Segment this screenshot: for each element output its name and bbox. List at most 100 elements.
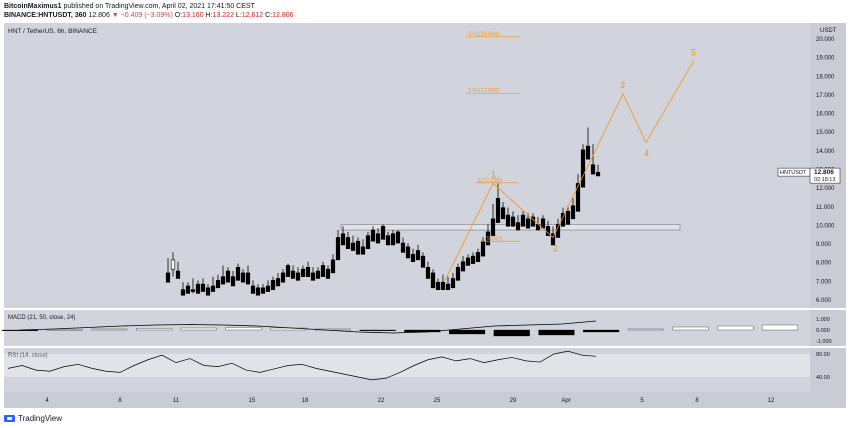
candle-body (290, 270, 296, 279)
author[interactable]: BitcoinMaximus1 (4, 3, 62, 10)
candle-body (205, 287, 211, 296)
candle-body (475, 252, 481, 263)
fib-level-label: 1(12.235) (478, 177, 502, 183)
candle-body (275, 278, 281, 287)
candle-body (370, 229, 376, 242)
candle-body (235, 267, 241, 281)
resistance-zone (340, 224, 681, 231)
candle-body (405, 246, 411, 259)
candle-body (225, 270, 231, 283)
candle-body (505, 214, 511, 227)
price-tick-label: 16.000 (816, 112, 835, 118)
rsi-pane (4, 348, 810, 392)
wave-label-5: 5 (691, 47, 696, 57)
candle-body (215, 280, 221, 289)
chart-header: BitcoinMaximus1 published on TradingView… (4, 2, 294, 20)
symbol-tag-text: HNTUSDT (780, 170, 807, 176)
price-tick-label: 18.000 (816, 74, 835, 80)
macd-histogram-bar (136, 328, 173, 331)
candle-body (455, 267, 461, 281)
candle-body (165, 272, 171, 283)
candle-body (190, 289, 196, 292)
published-info: published on TradingView.com, April 02, … (61, 3, 255, 10)
price-tick-label: 6.000 (816, 298, 832, 304)
macd-histogram-bar (1, 329, 39, 331)
time-tick-label: 18 (302, 398, 309, 404)
price-tick-label: 20.000 (816, 37, 835, 43)
time-tick-label: 29 (510, 398, 517, 404)
candle-body (355, 240, 361, 255)
time-tick-label: Apr (561, 398, 570, 404)
candle-body (575, 183, 581, 212)
macd-tick-label: 1.000 (816, 317, 830, 323)
macd-histogram-bar (493, 329, 530, 337)
macd-label: MACD (21, 50, close, 24) (8, 315, 75, 321)
macd-histogram-bar (449, 329, 486, 335)
candle-body (430, 272, 436, 289)
candle-body (375, 233, 381, 244)
wave-label-1: 1 (491, 169, 496, 179)
candle-body (210, 285, 216, 292)
ohlc-c: 12.806 (272, 12, 294, 19)
candle-body (255, 287, 261, 296)
macd-histogram-bar (583, 329, 620, 333)
rsi-label: RSI (14, close) (8, 353, 48, 359)
macd-histogram-bar (538, 329, 575, 336)
candle-body (345, 237, 351, 249)
time-tick-label: 11 (173, 398, 180, 404)
candle-body (270, 280, 276, 290)
candle-body (325, 268, 331, 279)
macd-histogram-bar (761, 324, 799, 331)
ohlc-o: 13.160 (182, 12, 204, 19)
candle-body (420, 255, 426, 268)
candle-body (295, 272, 301, 281)
time-tick-label: 5 (640, 398, 644, 404)
candle-body (570, 205, 576, 220)
current-price-box (809, 167, 841, 184)
macd-histogram-bar (180, 327, 217, 331)
macd-histogram-bar (46, 329, 83, 331)
price-axis-pane (810, 23, 846, 392)
wave-label-4: 4 (644, 148, 649, 158)
candle-body (390, 233, 396, 246)
candle-body (515, 222, 521, 231)
candle-body (580, 149, 586, 188)
candle-body (590, 164, 596, 175)
candle-body (340, 233, 346, 246)
candle-body (530, 216, 536, 227)
candle-body (360, 246, 366, 255)
candle-body (400, 242, 406, 253)
price-change: ▼ −0.409 (−3.09%) (111, 12, 173, 19)
tradingview-logo[interactable]: TradingView (4, 414, 62, 423)
ohlc-l: 12.612 (241, 12, 264, 19)
candle-body (485, 231, 491, 246)
candle-body (305, 267, 311, 277)
rsi-tick-label: 40.00 (816, 375, 830, 381)
candle-body (330, 259, 336, 274)
candle-body (265, 285, 271, 292)
candle-body (510, 216, 516, 227)
price-tick-label: 9.000 (816, 242, 832, 248)
candle-body (495, 198, 501, 223)
price-tick-label: 15.000 (816, 130, 835, 136)
price-tick-label: 12.000 (816, 186, 835, 192)
macd-histogram-bar (359, 329, 396, 331)
time-tick-label: 12 (768, 398, 775, 404)
macd-tick-label: -1.000 (816, 339, 832, 345)
current-price-text: 12.806 (814, 169, 834, 176)
price-axis-unit: USDT (820, 28, 837, 34)
candle-body (315, 270, 321, 279)
candle-body (175, 270, 181, 279)
candle-body (380, 225, 386, 240)
candle-body (525, 218, 531, 229)
candle-body (565, 211, 571, 225)
wave-label-2: 2 (553, 243, 558, 253)
candle-body (395, 231, 401, 244)
candle-body (230, 276, 236, 287)
price-tick-label: 19.000 (816, 56, 835, 62)
price-tick-label: 10.000 (816, 223, 835, 229)
price-tick-label: 14.000 (816, 149, 835, 155)
candle-body (450, 278, 456, 289)
candle-body (415, 250, 421, 261)
